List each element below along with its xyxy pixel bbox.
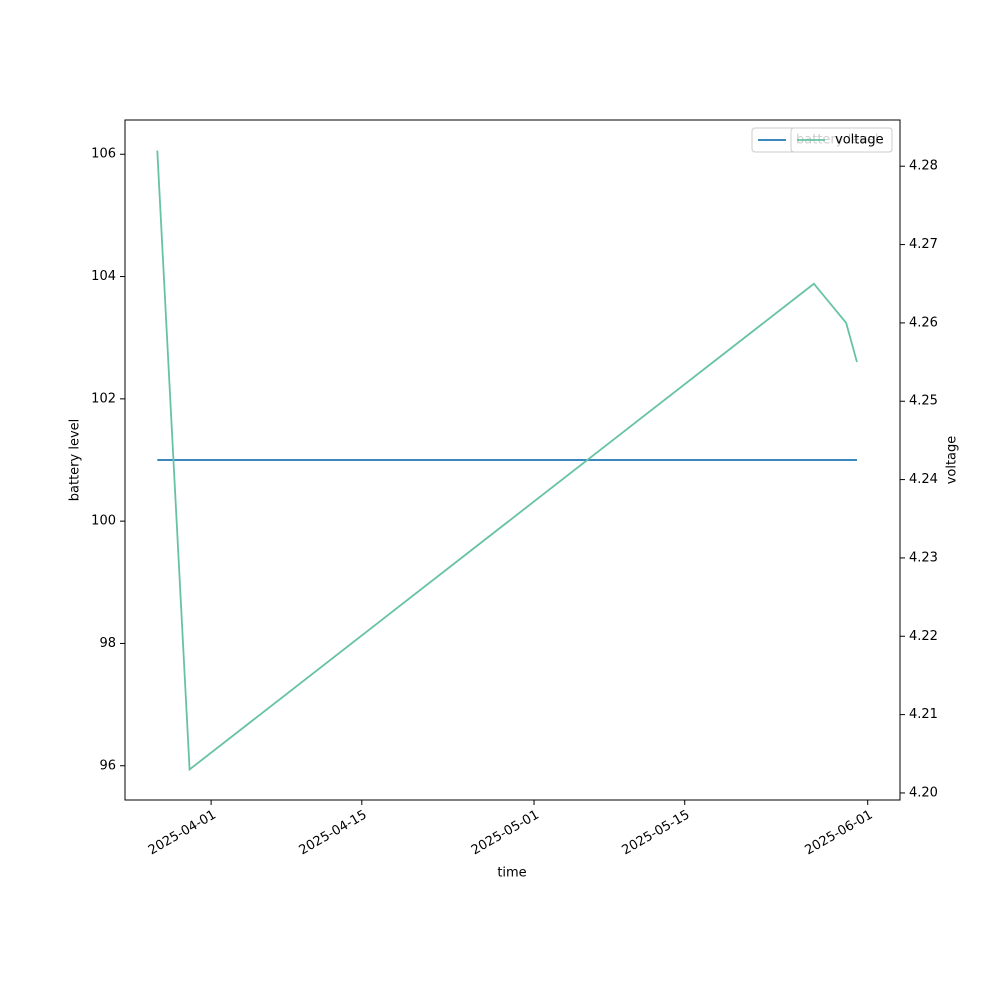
plot-frame bbox=[124, 119, 901, 801]
legend-box bbox=[790, 127, 893, 153]
y-tick-label: 102 bbox=[91, 391, 116, 406]
x-axis-label: time bbox=[497, 866, 526, 881]
y-tick-label: 104 bbox=[91, 269, 116, 284]
y2-tick-label: 4.27 bbox=[909, 237, 938, 252]
y-tick-label: 106 bbox=[91, 147, 116, 162]
y2-tick-label: 4.20 bbox=[909, 785, 938, 800]
y2-tick-label: 4.23 bbox=[909, 550, 938, 565]
y-axis-label: battery level bbox=[68, 419, 83, 502]
y-tick-label: 98 bbox=[99, 636, 116, 651]
legend-label: voltage bbox=[835, 133, 884, 148]
series-line bbox=[156, 150, 858, 772]
y2-tick-label: 4.26 bbox=[909, 315, 938, 330]
y2-tick-label: 4.28 bbox=[909, 159, 938, 174]
y-tick-label: 96 bbox=[99, 758, 116, 773]
y-tick-label: 100 bbox=[91, 514, 116, 529]
y2-tick-label: 4.21 bbox=[909, 707, 938, 722]
y2-tick-label: 4.22 bbox=[909, 629, 938, 644]
y2-tick-label: 4.25 bbox=[909, 394, 938, 409]
y2-axis-label: voltage bbox=[945, 436, 960, 485]
y2-tick-label: 4.24 bbox=[909, 472, 938, 487]
